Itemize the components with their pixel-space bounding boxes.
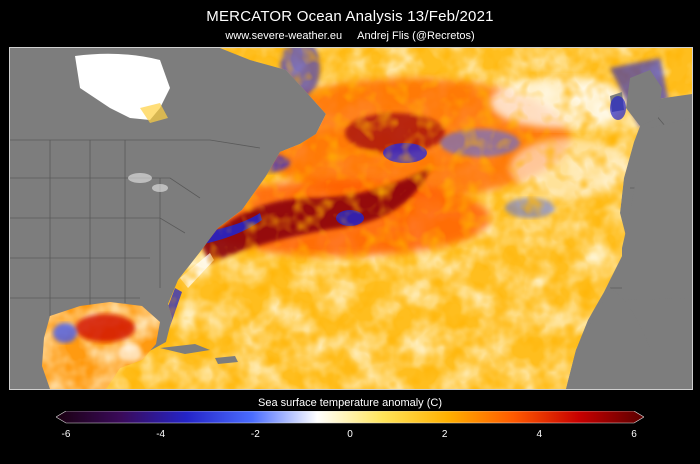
colorbar-tick-label: -4 (156, 429, 166, 440)
sea-ice-hudson-bay (75, 53, 170, 123)
author-credit: Andrej Flis (@Recretos) (357, 30, 475, 42)
colorbar (56, 411, 644, 424)
colorbar-tick-label: 6 (631, 429, 637, 440)
colorbar-ticks: -6 -4 -2 0 2 4 6 (0, 429, 700, 443)
sst-anomaly-map (9, 47, 693, 390)
colorbar-tick-label: 0 (347, 429, 353, 440)
colorbar-label: Sea surface temperature anomaly (C) (257, 397, 443, 409)
colorbar-tick-label: 4 (536, 429, 543, 440)
map-subtitle: www.severe-weather.eu Andrej Flis (@Recr… (0, 30, 700, 42)
source-url: www.severe-weather.eu (225, 30, 343, 42)
colorbar-tick-label: -2 (250, 429, 260, 440)
colorbar-tick-label: 2 (441, 429, 448, 440)
colorbar-bar (56, 411, 644, 424)
map-title: MERCATOR Ocean Analysis 13/Feb/2021 (206, 8, 494, 25)
colorbar-tick-label: -6 (61, 429, 71, 440)
